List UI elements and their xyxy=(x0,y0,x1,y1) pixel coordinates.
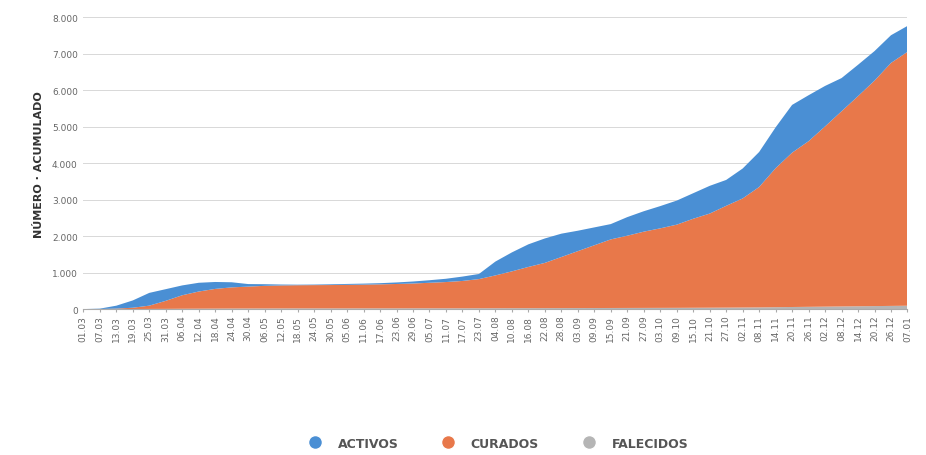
Y-axis label: NÚMERO · ACUMULADO: NÚMERO · ACUMULADO xyxy=(33,91,44,237)
Legend: ACTIVOS, CURADOS, FALECIDOS: ACTIVOS, CURADOS, FALECIDOS xyxy=(297,432,694,455)
